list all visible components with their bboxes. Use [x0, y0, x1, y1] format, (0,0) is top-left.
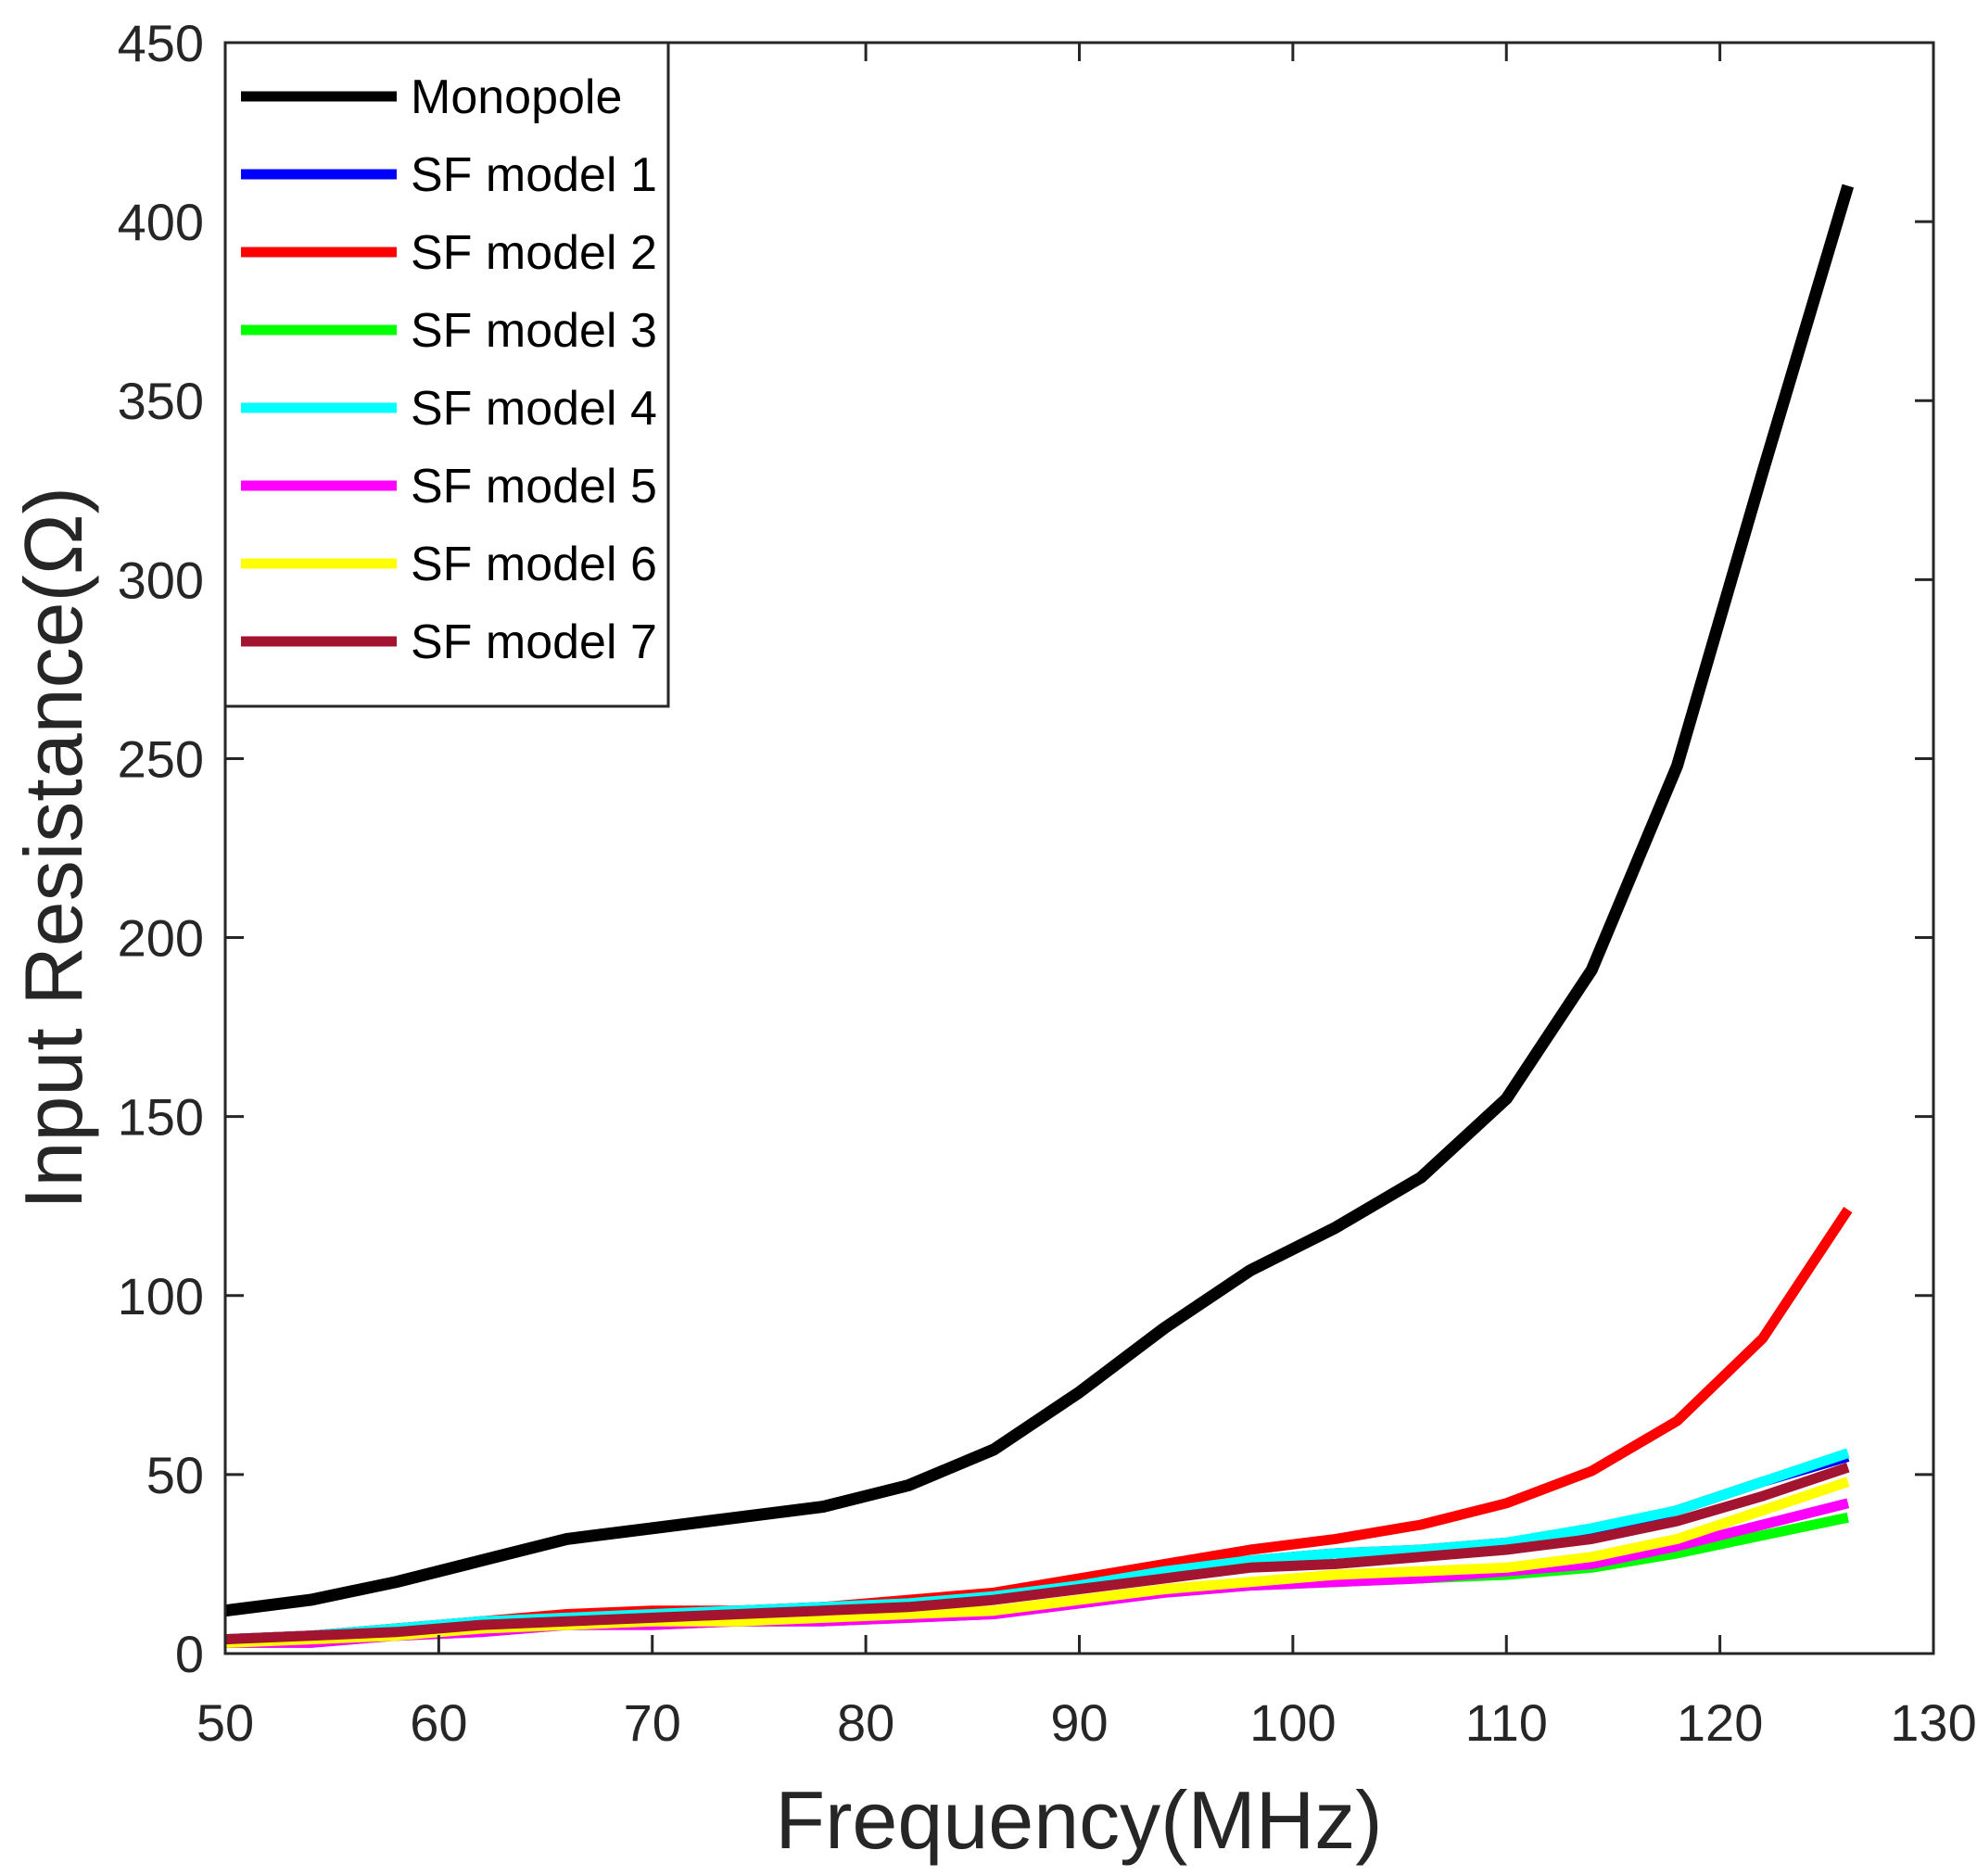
x-tick-label: 80: [837, 1693, 894, 1752]
series-line-monopole: [224, 184, 1855, 1617]
y-tick-label: 50: [146, 1446, 204, 1504]
legend-label-sf-model-4: SF model 4: [411, 382, 657, 436]
legend-label-sf-model-2: SF model 2: [411, 226, 657, 280]
y-tick-label: 450: [118, 14, 204, 72]
y-axis-label: Input Resistance(Ω): [7, 487, 99, 1210]
legend-label-sf-model-1: SF model 1: [411, 148, 657, 202]
y-tick-label: 0: [175, 1625, 204, 1683]
x-tick-label: 120: [1677, 1693, 1763, 1752]
x-axis-label: Frequency(MHz): [775, 1774, 1382, 1866]
series-line-sf-model-7: [224, 1462, 1850, 1645]
legend-label-sf-model-7: SF model 7: [411, 615, 657, 669]
legend-label-monopole: Monopole: [411, 70, 622, 124]
legend-box: [223, 41, 670, 708]
y-tick-label: 300: [118, 551, 204, 609]
x-tick-label: 110: [1465, 1693, 1548, 1752]
y-tick-label: 150: [118, 1088, 204, 1147]
x-tick-label: 130: [1890, 1693, 1976, 1752]
y-tick-label: 400: [118, 193, 204, 251]
x-tick-label: 100: [1249, 1693, 1336, 1752]
y-tick-label: 200: [118, 909, 204, 968]
ticks-layer: 50 60 70 80 90 100 110 120 130 0 50 100 150 200 250 300…: [118, 14, 1977, 1752]
y-tick-label: 350: [118, 372, 204, 430]
y-tick-label: 250: [118, 729, 204, 788]
legend-label-sf-model-3: SF model 3: [411, 304, 657, 358]
legend-label-sf-model-6: SF model 6: [411, 538, 657, 591]
legend-label-sf-model-5: SF model 5: [411, 460, 657, 513]
x-tick-label: 70: [624, 1693, 681, 1752]
series-layer: [224, 184, 1855, 1648]
y-tick-label: 100: [118, 1267, 204, 1325]
x-tick-label: 60: [410, 1693, 467, 1752]
legend: Monopole SF model 1 SF model 2 SF model 3 SF…: [223, 41, 670, 708]
x-tick-label: 90: [1050, 1693, 1108, 1752]
x-tick-label: 50: [196, 1693, 254, 1752]
